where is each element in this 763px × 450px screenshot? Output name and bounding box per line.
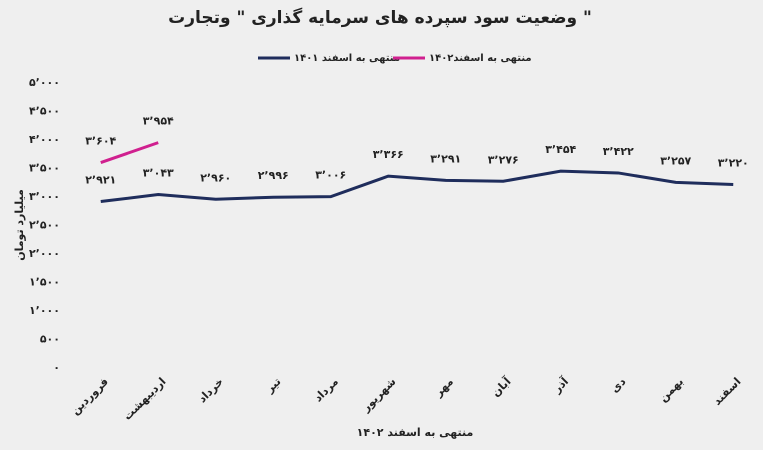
- data-label: ۲٬۹۶۰: [200, 171, 231, 184]
- y-tick-label: ۲٬۵۰۰: [29, 219, 60, 232]
- y-tick-label: ۲٬۰۰۰: [29, 247, 60, 260]
- y-tick-label: ۵٬۰۰۰: [29, 76, 60, 89]
- y-tick-label: ۰: [53, 361, 60, 374]
- data-label: ۲٬۹۹۶: [258, 169, 289, 182]
- y-tick-label: ۴٬۵۰۰: [29, 105, 60, 118]
- data-label: ۳٬۲۲۰: [718, 156, 749, 169]
- y-tick-label: ۳٬۰۰۰: [29, 190, 60, 203]
- legend-label: منتهی به اسفند ۱۴۰۱: [294, 53, 400, 64]
- data-label: ۳٬۹۵۴: [143, 115, 174, 128]
- legend-label: منتهی به اسفند۱۴۰۲: [429, 53, 532, 64]
- series-line: [100, 169, 734, 203]
- y-tick-label: ۴٬۰۰۰: [29, 133, 60, 146]
- y-axis-title: میلیارد تومان: [13, 189, 26, 261]
- data-label: ۳٬۲۹۱: [430, 152, 461, 165]
- data-label: ۳٬۳۶۶: [373, 148, 404, 161]
- data-label: ۳٬۲۷۶: [488, 153, 519, 166]
- series-line: [100, 141, 159, 164]
- data-label: ۳٬۰۴۳: [143, 167, 174, 180]
- y-tick-label: ۱٬۵۰۰: [29, 276, 60, 289]
- data-label: ۲٬۹۲۱: [85, 174, 116, 187]
- data-label: ۳٬۰۰۶: [315, 169, 346, 182]
- data-label: ۳٬۴۵۴: [545, 143, 576, 156]
- data-label: ۳٬۶۰۴: [85, 135, 116, 148]
- y-tick-label: ۱٬۰۰۰: [29, 304, 60, 317]
- chart-title: وضعیت سود سپرده های سرمایه گذاری " وتجار…: [168, 7, 592, 28]
- y-tick-label: ۳٬۵۰۰: [29, 162, 60, 175]
- x-axis-title: منتهی به اسفند ۱۴۰۲: [357, 426, 474, 439]
- y-tick-label: ۵۰۰: [40, 333, 60, 346]
- data-label: ۳٬۴۲۲: [603, 145, 634, 158]
- data-label: ۳٬۲۵۷: [660, 154, 691, 167]
